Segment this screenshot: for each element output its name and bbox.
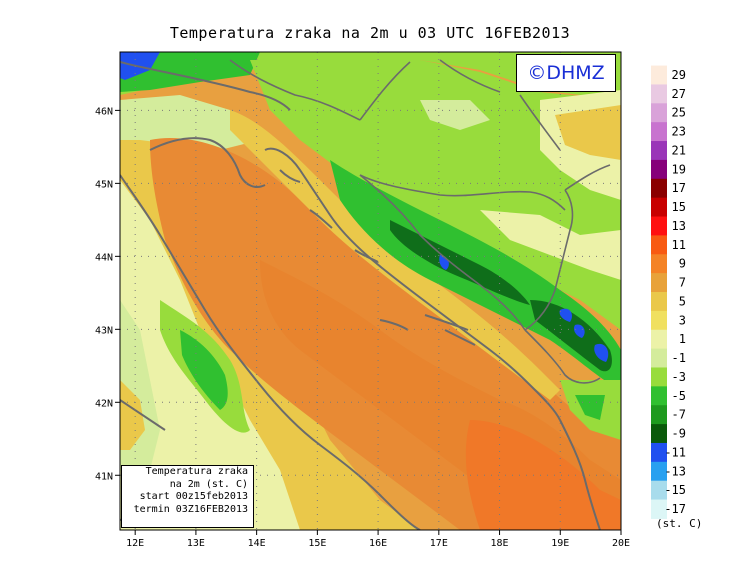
colorbar-label-20: -11 bbox=[664, 445, 686, 459]
colorbar-label-6: 17 bbox=[672, 181, 686, 195]
lon-tick-label-6: 18E bbox=[491, 538, 509, 549]
field-cold-spot-2 bbox=[559, 308, 572, 322]
colorbar-label-22: -15 bbox=[664, 483, 686, 497]
lat-tick-label-0: 46N bbox=[95, 106, 113, 117]
colorbar-swatch-16 bbox=[651, 367, 667, 387]
field-serbia-warm bbox=[555, 105, 621, 160]
field-ionian-warm bbox=[465, 420, 621, 530]
plot-frame bbox=[119, 51, 622, 531]
colorbar-swatch-17 bbox=[651, 386, 667, 406]
axis-ticks: 12E 13E 14E 15E 16E 17E 18E 19E 20E 46N 45N 44N 43N 4… bbox=[95, 106, 630, 549]
info-line-3: start 00z15feb2013 bbox=[139, 491, 248, 502]
lon-tick-label-4: 16E bbox=[369, 538, 387, 549]
colorbar-label-14: 1 bbox=[679, 332, 686, 346]
field-po-valley bbox=[120, 95, 260, 150]
colorbar-label-7: 15 bbox=[672, 200, 686, 214]
lat-tick-label-1: 45N bbox=[95, 179, 113, 190]
lat-tick-label-3: 43N bbox=[95, 325, 113, 336]
colorbar-swatch-10 bbox=[651, 254, 667, 274]
colorbar-swatch-0 bbox=[651, 65, 667, 85]
colorbar-label-16: -3 bbox=[672, 370, 686, 384]
colorbar-swatch-11 bbox=[651, 273, 667, 293]
field-bosnia-lowland bbox=[480, 210, 621, 280]
dhmz-logo: ©DHMZ bbox=[516, 54, 616, 92]
lon-tick-label-2: 14E bbox=[248, 538, 266, 549]
lon-tick-label-3: 15E bbox=[308, 538, 326, 549]
colorbar-swatch-12 bbox=[651, 292, 667, 312]
lat-tick-label-4: 42N bbox=[95, 398, 113, 409]
colorbar-swatch-14 bbox=[651, 329, 667, 350]
colorbar-label-5: 19 bbox=[672, 162, 686, 176]
field-albania-mountains bbox=[575, 395, 605, 420]
info-line-2: na 2m (st. C) bbox=[169, 478, 248, 490]
field-alps bbox=[120, 52, 260, 92]
colorbar-label-10: 9 bbox=[679, 257, 686, 271]
field-apennines-mountains bbox=[180, 330, 228, 410]
lon-tick-label-1: 13E bbox=[187, 538, 205, 549]
colorbar-swatch-22 bbox=[651, 480, 667, 501]
colorbar-label-0: 29 bbox=[672, 68, 686, 82]
colorbar-swatch-20 bbox=[651, 442, 667, 463]
colorbar-label-17: -5 bbox=[672, 389, 686, 403]
colorbar-label-4: 21 bbox=[672, 143, 686, 157]
colorbar-label-19: -9 bbox=[672, 427, 686, 441]
temperature-field bbox=[120, 52, 621, 530]
colorbar-swatch-3 bbox=[651, 122, 667, 142]
lon-tick-label-8: 20E bbox=[612, 538, 630, 549]
colorbar-swatch-6 bbox=[651, 178, 667, 199]
field-italy-coast-west bbox=[120, 380, 145, 450]
graticule bbox=[120, 52, 621, 530]
colorbar-label-21: -13 bbox=[664, 464, 686, 478]
colorbar-swatch-23 bbox=[651, 499, 667, 519]
lat-tick-label-5: 41N bbox=[95, 471, 113, 482]
colorbar-label-9: 11 bbox=[672, 238, 686, 252]
colorbar-swatch-2 bbox=[651, 103, 667, 123]
field-dinaric-peaks bbox=[390, 220, 530, 305]
colorbar-label-12: 5 bbox=[679, 294, 686, 308]
lon-tick-label-7: 19E bbox=[551, 538, 569, 549]
colorbar-label-8: 13 bbox=[672, 219, 686, 233]
colorbar-label-13: 3 bbox=[679, 313, 686, 327]
lat-tick-label-2: 44N bbox=[95, 252, 113, 263]
map-title: Temperatura zraka na 2m u 03 UTC 16FEB20… bbox=[169, 24, 571, 42]
colorbar-swatch-13 bbox=[651, 310, 667, 331]
colorbar-swatch-5 bbox=[651, 159, 667, 180]
borders bbox=[229, 59, 611, 384]
colorbar-label-1: 27 bbox=[672, 87, 686, 101]
field-montenegro-peaks bbox=[530, 300, 612, 372]
colorbar-swatch-18 bbox=[651, 405, 667, 425]
colorbar-units: (st. C) bbox=[656, 517, 703, 530]
lon-tick-label-5: 17E bbox=[430, 538, 448, 549]
field-cold-spot-4 bbox=[573, 324, 585, 338]
colorbar-label-11: 7 bbox=[679, 276, 686, 290]
colorbar-swatch-15 bbox=[651, 348, 667, 368]
colorbar-swatch-9 bbox=[651, 235, 667, 255]
field-pannonian-light bbox=[420, 100, 490, 130]
lon-tick-label-0: 12E bbox=[126, 538, 144, 549]
colorbar-label-23: -17 bbox=[664, 502, 686, 516]
colorbar-label-2: 25 bbox=[672, 106, 686, 120]
colorbar-swatch-21 bbox=[651, 461, 667, 482]
colorbar-swatch-7 bbox=[651, 197, 667, 218]
info-box: Temperatura zraka na 2m (st. C) start 00… bbox=[121, 465, 254, 528]
colorbar-label-3: 23 bbox=[672, 125, 686, 139]
colorbar-label-18: -7 bbox=[672, 408, 686, 422]
colorbar-swatch-1 bbox=[651, 84, 667, 104]
colorbar-swatch-19 bbox=[651, 424, 667, 444]
color-bar: 29 27 25 23 21 19 17 15 13 11 9 7 5 3 1 -1 -3 -5 -7 -9 -11 -1… bbox=[651, 65, 686, 519]
colorbar-swatch-8 bbox=[651, 216, 667, 236]
field-cold-spot-3 bbox=[594, 343, 609, 362]
colorbar-swatch-4 bbox=[651, 141, 667, 161]
info-line-1: Temperatura zraka bbox=[145, 466, 248, 477]
colorbar-label-15: -1 bbox=[672, 351, 686, 365]
info-line-4: termin 03Z16FEB2013 bbox=[133, 503, 248, 515]
